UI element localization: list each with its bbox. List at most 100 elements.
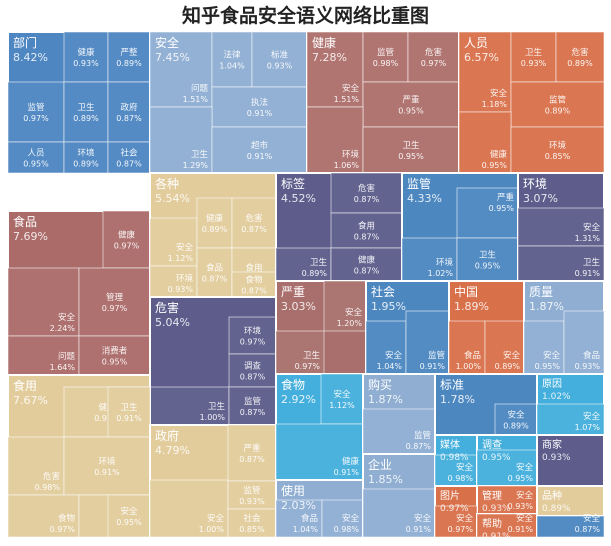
group-label: 调查 bbox=[482, 438, 502, 451]
child-value: 0.87% bbox=[116, 160, 142, 169]
child-label: 监管 bbox=[27, 102, 44, 113]
child-value: 0.95% bbox=[116, 518, 142, 527]
child-label: 安全 bbox=[516, 462, 534, 473]
child-label: 卫生 bbox=[310, 257, 328, 268]
child-label: 卫生 bbox=[303, 350, 321, 361]
child-label: 卫生 bbox=[208, 401, 226, 412]
group-value: 5.04% bbox=[155, 316, 190, 329]
child-value: 1.00% bbox=[200, 413, 226, 422]
child-label: 严重 bbox=[243, 443, 261, 454]
child-value: 0.93% bbox=[73, 59, 99, 68]
treemap-group: 严重0.95%环境1.02%卫生0.95%监管4.33% bbox=[401, 172, 519, 282]
treemap-group: 健康0.97%卫生0.91%危害0.98%环境0.91%食物0.97%安全0.9… bbox=[8, 374, 151, 538]
child-tile bbox=[8, 267, 80, 337]
child-value: 1.12% bbox=[329, 401, 355, 410]
child-label: 食用 bbox=[245, 263, 262, 274]
treemap-group: 食品1.00% 安全0.89% 中国1.89% bbox=[448, 280, 525, 375]
child-label: 健康 bbox=[358, 255, 376, 266]
child-value: 0.87% bbox=[354, 233, 380, 242]
child-tile bbox=[306, 32, 364, 108]
child-value: 0.95% bbox=[535, 362, 561, 371]
child-value: 1.04% bbox=[293, 525, 319, 534]
child-tile bbox=[149, 106, 213, 174]
group-label: 使用 bbox=[281, 483, 305, 498]
treemap-group: 危害0.87%食用0.87%卫生0.89%健康0.87%标签4.52% bbox=[275, 172, 403, 282]
child-label: 管理 bbox=[106, 292, 124, 303]
group-value: 3.07% bbox=[523, 192, 558, 205]
child-value: 0.87% bbox=[354, 195, 380, 204]
child-value: 0.87% bbox=[202, 275, 228, 284]
group-label: 政府 bbox=[155, 428, 179, 443]
child-value: 0.98% bbox=[35, 483, 61, 492]
group-value: 1.89% bbox=[454, 300, 489, 313]
child-label: 监管 bbox=[244, 396, 261, 407]
child-tile bbox=[362, 32, 409, 83]
child-value: 1.51% bbox=[183, 95, 209, 104]
child-label: 食物 bbox=[58, 513, 76, 524]
child-value: 0.93% bbox=[575, 362, 601, 371]
child-label: 消费者 bbox=[102, 346, 128, 357]
group-value: 0.93% bbox=[542, 453, 571, 463]
treemap-group: 安全1.07% 原因 1.02% bbox=[536, 373, 604, 436]
treemap-group: 安全0.93%管理0.93% bbox=[476, 485, 538, 515]
child-value: 0.87% bbox=[575, 525, 601, 534]
child-label: 环境 bbox=[98, 456, 116, 467]
group-label: 标准 bbox=[440, 378, 464, 392]
treemap-group: 健康0.93%严整0.89%监管0.97%卫生0.89%政府0.87%人员0.9… bbox=[8, 32, 151, 174]
child-label: 政府 bbox=[120, 102, 138, 113]
group-value: 7.28% bbox=[312, 51, 347, 64]
treemap-group: 食品1.04% 安全0.98% 使用2.03% bbox=[275, 479, 364, 538]
child-tile bbox=[102, 210, 151, 269]
child-tile bbox=[228, 386, 277, 426]
child-value: 1.06% bbox=[334, 161, 360, 170]
child-value: 0.97% bbox=[421, 59, 447, 68]
treemap-group: 安全1.51%监管0.98%危害0.97%严重0.95%环境1.06%卫生0.9… bbox=[306, 32, 460, 174]
child-value: 1.04% bbox=[219, 62, 245, 71]
child-value: 0.93% bbox=[508, 502, 534, 511]
child-label: 安全 bbox=[456, 462, 474, 473]
child-value: 0.89% bbox=[545, 107, 571, 116]
child-label: 安全 bbox=[543, 350, 561, 361]
treemap-group: 安全1.04% 监管0.91% 社会1.95% bbox=[365, 280, 450, 375]
group-value: 2.92% bbox=[281, 393, 316, 406]
child-value: 0.91% bbox=[575, 269, 601, 278]
child-value: 0.87% bbox=[240, 373, 266, 382]
child-tile bbox=[494, 403, 538, 436]
treemap: 健康0.93%严整0.89%监管0.97%卫生0.89%政府0.87%人员0.9… bbox=[8, 32, 604, 540]
child-value: 0.97% bbox=[50, 525, 76, 534]
group-value: 4.33% bbox=[407, 192, 442, 205]
child-value: 0.91% bbox=[247, 109, 273, 118]
child-value: 0.89% bbox=[73, 160, 99, 169]
treemap-group: 品种 0.89% bbox=[536, 485, 604, 517]
child-label: 环境 bbox=[77, 148, 95, 159]
child-tile bbox=[323, 280, 367, 332]
group-label: 质量 bbox=[529, 285, 553, 299]
group-label: 食用 bbox=[13, 378, 37, 393]
child-value: 1.51% bbox=[334, 95, 360, 104]
child-value: 0.93% bbox=[521, 59, 547, 68]
child-value: 1.31% bbox=[575, 234, 601, 243]
child-label: 安全 bbox=[176, 242, 194, 253]
group-label: 帮助 bbox=[482, 517, 502, 530]
child-tile bbox=[458, 111, 512, 174]
group-label: 购买 bbox=[368, 377, 392, 392]
group-value: 0.98% bbox=[440, 453, 469, 463]
child-value: 0.87% bbox=[241, 225, 267, 234]
child-tile bbox=[8, 81, 65, 143]
child-label: 危害 bbox=[571, 47, 588, 58]
child-tile bbox=[448, 320, 486, 375]
child-value: 1.12% bbox=[168, 254, 194, 263]
child-tile bbox=[510, 32, 557, 83]
group-label: 媒体 bbox=[440, 439, 460, 451]
child-tile bbox=[78, 335, 151, 376]
child-tile bbox=[63, 81, 109, 143]
child-value: 0.95% bbox=[23, 160, 49, 169]
child-tile bbox=[107, 494, 151, 538]
treemap-group: 安全0.91% 企业1.85% bbox=[362, 453, 436, 538]
child-value: 0.97% bbox=[114, 242, 140, 251]
child-tile bbox=[275, 499, 323, 538]
group-label: 商家 bbox=[542, 438, 562, 451]
group-label: 管理 bbox=[482, 489, 502, 502]
child-label: 安全 bbox=[342, 513, 360, 524]
group-value: 5.54% bbox=[155, 192, 190, 205]
